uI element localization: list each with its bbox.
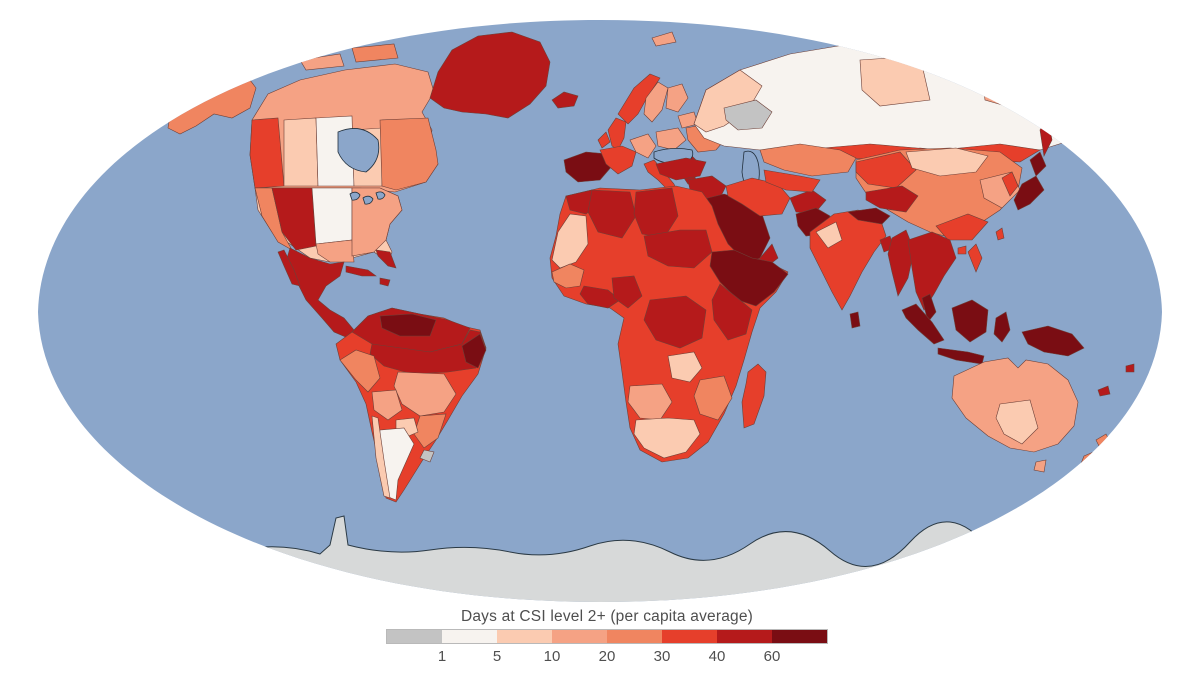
region-japan-hokkaido xyxy=(1029,151,1047,177)
region-malay-peninsula xyxy=(921,293,937,323)
region-india-northwest xyxy=(815,221,843,249)
legend-tick-label: 5 xyxy=(492,648,502,665)
legend-tick-label: 10 xyxy=(543,648,561,665)
region-greenland xyxy=(429,31,551,119)
region-philippines xyxy=(967,243,983,273)
legend-segment-1 xyxy=(442,630,497,643)
region-germany xyxy=(629,133,657,159)
legend-tick-label: 20 xyxy=(598,648,616,665)
region-myanmar xyxy=(887,229,915,297)
region-canada-quebec xyxy=(379,117,439,191)
region-new-guinea xyxy=(1021,325,1085,357)
legend-segment-6 xyxy=(717,630,772,643)
region-usa-east xyxy=(351,187,403,257)
region-baja-california xyxy=(277,249,301,287)
region-svalbard xyxy=(651,31,677,47)
region-himalaya-nepal xyxy=(847,207,891,225)
region-cuba xyxy=(345,265,377,277)
region-venezuela xyxy=(379,313,437,337)
region-fiji xyxy=(1125,363,1135,373)
region-great-lake-1 xyxy=(349,191,361,201)
legend-tick-label: 30 xyxy=(653,648,671,665)
region-finland xyxy=(665,83,689,113)
region-great-lake-2 xyxy=(362,195,374,205)
region-congo-basin xyxy=(643,295,707,349)
region-kenya-tanzania xyxy=(711,283,753,341)
region-canada-prairies xyxy=(283,117,319,187)
region-mexico xyxy=(285,247,355,339)
legend-tick-label: 1 xyxy=(437,648,447,665)
region-arctic-island-2 xyxy=(351,43,399,63)
region-sudan-chad xyxy=(643,229,713,269)
region-central-brazil xyxy=(393,371,457,417)
region-hudson-bay xyxy=(337,128,380,173)
region-iran xyxy=(725,177,791,217)
legend-segment-0 xyxy=(387,630,442,643)
region-usa-florida xyxy=(375,249,397,269)
region-france xyxy=(599,145,637,175)
region-algeria xyxy=(587,189,637,239)
region-sweden xyxy=(643,81,669,123)
region-russia-far-east xyxy=(1055,69,1101,139)
region-nigeria xyxy=(611,275,643,309)
region-canada-bc xyxy=(249,117,285,189)
legend-tick-label: 40 xyxy=(708,648,726,665)
region-mongolia xyxy=(905,147,989,177)
region-uruguay xyxy=(419,449,435,463)
region-northeast-brazil xyxy=(461,333,487,369)
region-korea xyxy=(1001,171,1019,197)
region-sri-lanka xyxy=(849,311,861,329)
region-central-europe xyxy=(655,127,687,151)
region-south-australia xyxy=(995,399,1039,445)
region-zambia xyxy=(667,351,703,383)
region-tibet xyxy=(865,185,919,213)
legend-segment-2 xyxy=(497,630,552,643)
region-south-africa xyxy=(633,417,701,459)
region-uzbekistan-turkmenistan xyxy=(763,169,821,193)
legend-segment-5 xyxy=(662,630,717,643)
region-arctic-island-1 xyxy=(299,53,345,71)
region-indochina xyxy=(907,231,957,311)
legend-segment-4 xyxy=(607,630,662,643)
region-bolivia xyxy=(371,389,403,421)
region-iceland xyxy=(551,91,579,109)
region-kazakhstan xyxy=(759,143,857,177)
region-horn-of-africa xyxy=(709,249,789,307)
legend-tick-label: 60 xyxy=(763,648,781,665)
region-peru xyxy=(339,349,381,393)
region-iberia xyxy=(563,151,613,183)
region-ireland xyxy=(597,131,611,149)
region-turkey xyxy=(655,157,707,181)
legend-segment-7 xyxy=(772,630,827,643)
region-china-southeast xyxy=(935,213,989,241)
region-chile xyxy=(371,415,391,499)
region-sumatra xyxy=(901,303,945,345)
region-madagascar xyxy=(741,363,767,429)
region-usa-plains xyxy=(311,187,353,245)
legend-tick-labels: 1 5 10 20 30 40 60 xyxy=(387,648,827,668)
legend-title: Days at CSI level 2+ (per capita average… xyxy=(460,608,754,625)
region-russia-gray-cluster xyxy=(723,99,773,131)
legend-colorbar xyxy=(386,629,828,644)
region-senegal-guinea xyxy=(551,263,585,289)
region-great-lake-3 xyxy=(375,191,386,200)
region-new-caledonia xyxy=(1097,385,1111,397)
region-borneo xyxy=(951,299,989,343)
legend-segment-3 xyxy=(552,630,607,643)
region-sulawesi xyxy=(993,311,1011,343)
region-mozambique-zimbabwe xyxy=(693,375,733,421)
region-hainan xyxy=(957,245,967,255)
region-usa-southwest xyxy=(271,187,317,251)
region-west-africa-coast xyxy=(579,285,621,309)
region-tasmania xyxy=(1033,459,1047,473)
region-russia-northwest xyxy=(693,69,763,133)
region-hispaniola xyxy=(379,277,391,287)
region-taiwan xyxy=(995,227,1005,241)
region-japan-honshu xyxy=(1013,175,1045,211)
